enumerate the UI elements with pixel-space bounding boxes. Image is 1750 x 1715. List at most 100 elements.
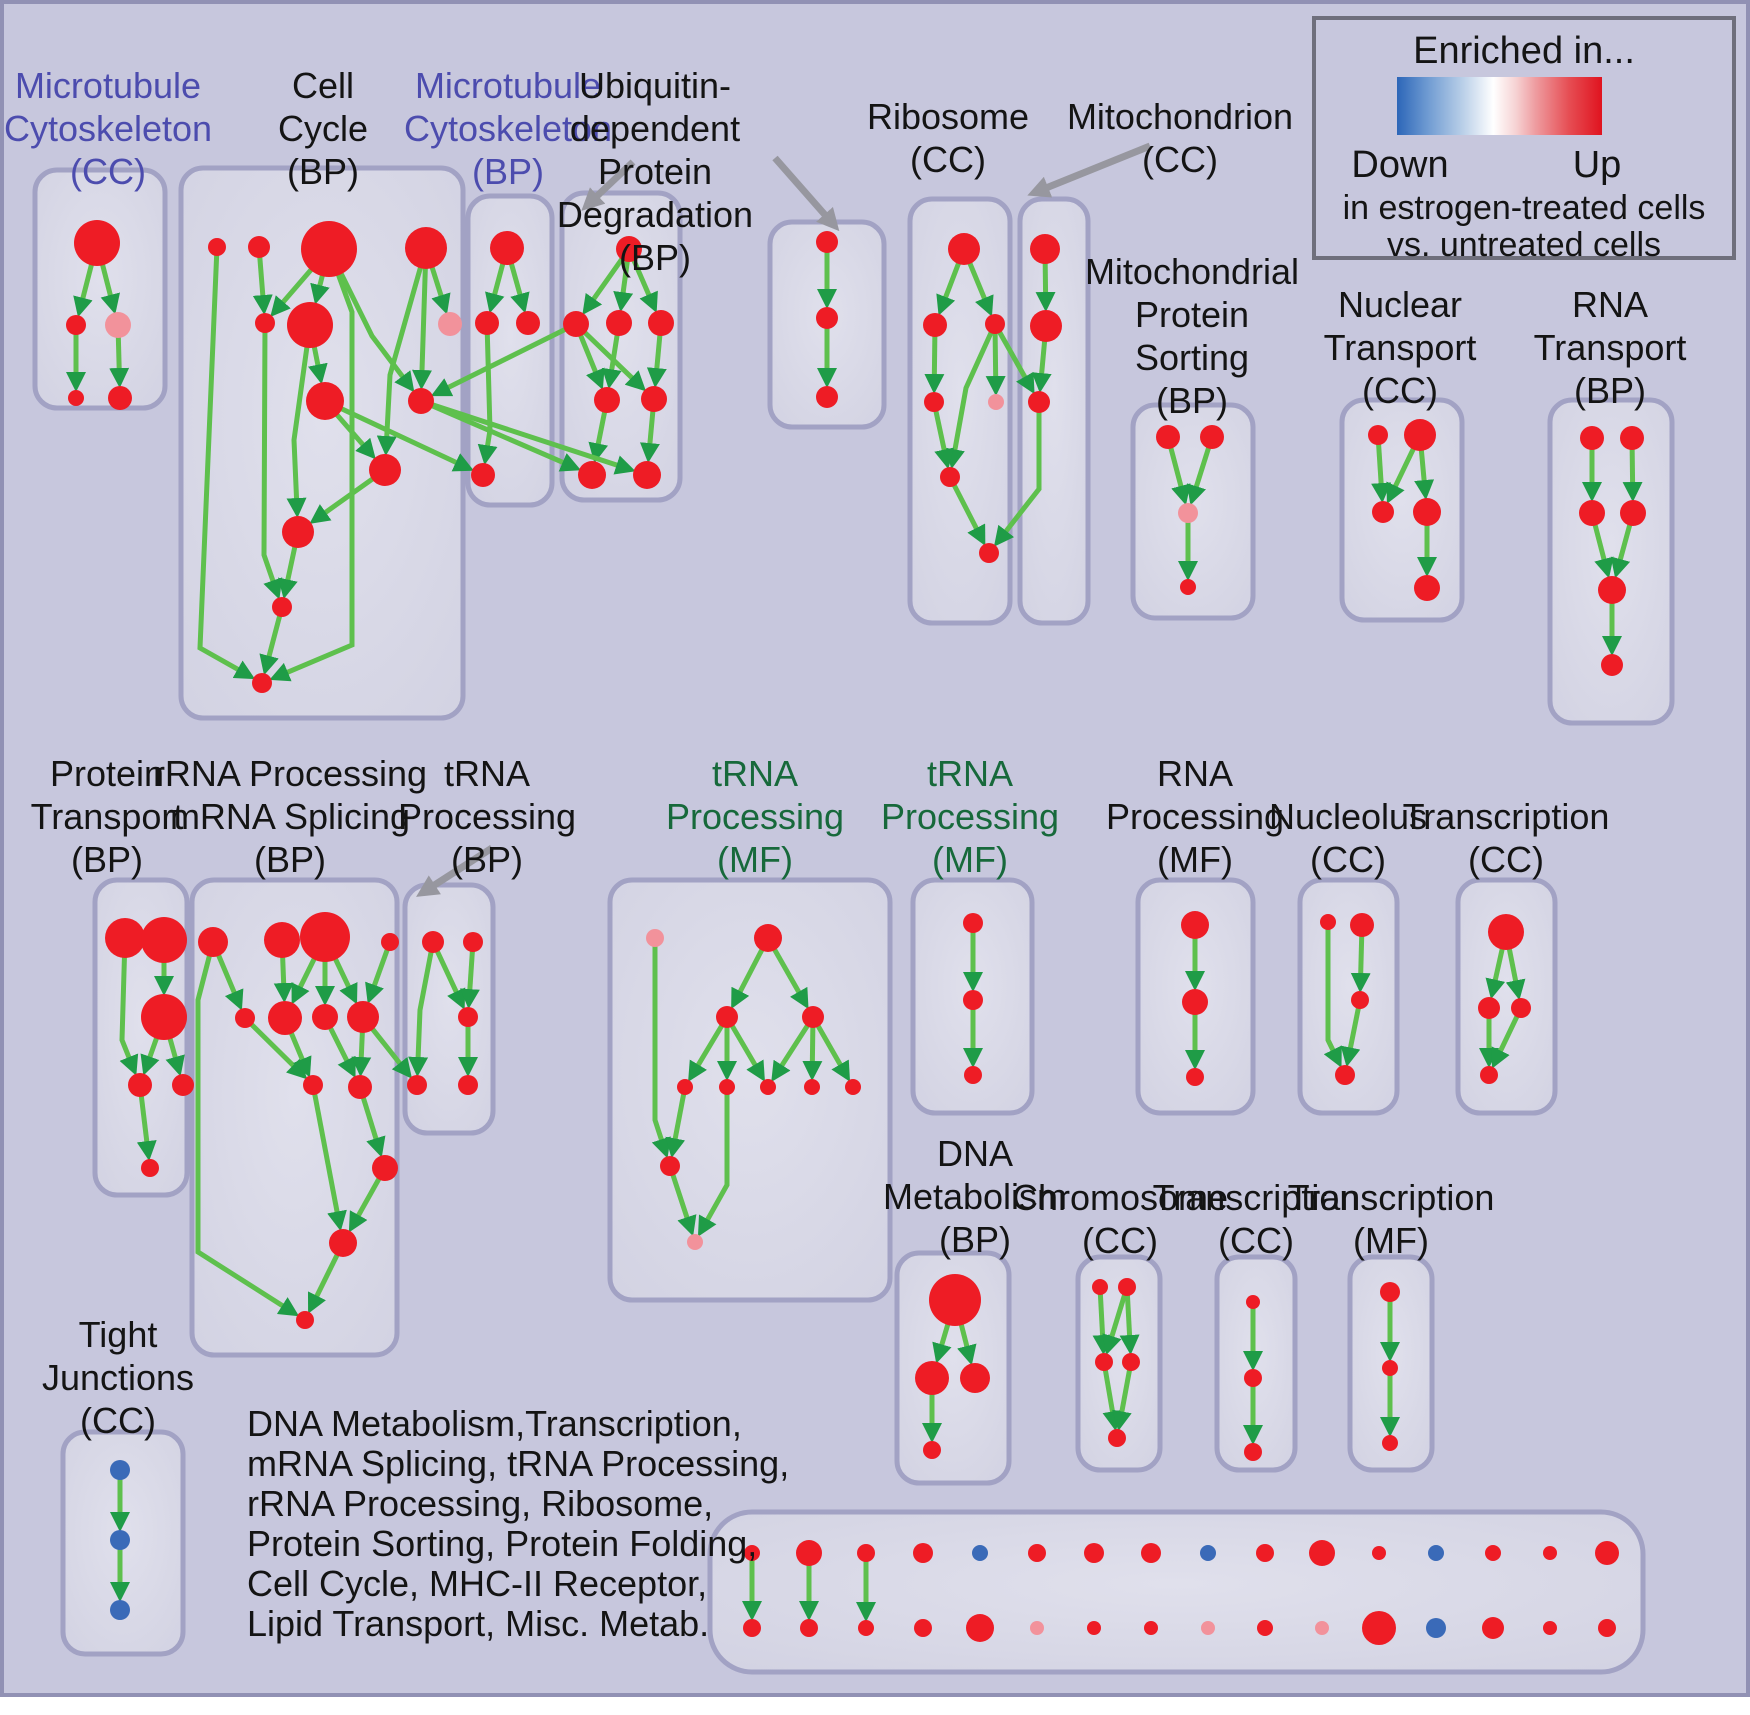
group-label-protein-transport-bp: Protein Transport (BP)	[30, 753, 184, 880]
edge-arrow	[574, 322, 647, 392]
label-ubiquitin-degradation-bp: Ubiquitin- dependent Protein Degradation…	[556, 65, 754, 278]
node-trna-processing-mf-right	[964, 1066, 982, 1084]
node-protein-transport-bp	[172, 1074, 194, 1096]
footer-note: DNA Metabolism,Transcription, mRNA Splic…	[247, 1403, 790, 1644]
node-ubiquitin-box-right	[816, 307, 838, 329]
node-cell-cycle-bp	[369, 454, 401, 486]
node-microtubule-cytoskeleton-cc	[74, 220, 120, 266]
node-misc-strip	[744, 1545, 760, 1561]
node-misc-strip	[1028, 1544, 1046, 1562]
node-misc-strip	[1543, 1546, 1557, 1560]
edge-arrow	[1323, 922, 1342, 1068]
node-trna-processing-mf-center	[754, 924, 782, 952]
node-rrna-processing-mrna-splicing-bp	[235, 1008, 255, 1028]
node-ribosome-cc	[924, 392, 944, 412]
node-trna-processing-mf-center	[716, 1006, 738, 1028]
node-rna-transport-bp	[1579, 500, 1605, 526]
node-misc-strip	[1543, 1621, 1557, 1635]
node-trna-processing-mf-center	[802, 1006, 824, 1028]
node-misc-strip	[1200, 1545, 1216, 1561]
group-label-nuclear-transport-cc: Nuclear Transport (CC)	[1323, 284, 1477, 411]
group-label-chromosome-cc: Chromosome (CC)	[1011, 1177, 1229, 1261]
node-misc-strip	[1144, 1621, 1158, 1635]
node-nuclear-transport-cc	[1372, 501, 1394, 523]
node-misc-strip	[914, 1619, 932, 1637]
node-ubiquitin-box-right	[816, 386, 838, 408]
node-tight-junctions-cc	[110, 1600, 130, 1620]
node-ubiquitin-box-left	[594, 387, 620, 413]
node-nuclear-transport-cc	[1404, 419, 1436, 451]
node-misc-strip	[857, 1544, 875, 1562]
group-label-transcription-mf: Transcription (MF)	[1287, 1177, 1495, 1261]
node-rrna-processing-mrna-splicing-bp	[296, 1311, 314, 1329]
node-ubiquitin-box-left	[578, 461, 606, 489]
edge-arrow	[430, 321, 578, 397]
node-microtubule-cytoskeleton-cc	[108, 386, 132, 410]
node-trna-processing-mf-center	[660, 1156, 680, 1176]
node-rrna-processing-mrna-splicing-bp	[347, 1001, 379, 1033]
group-label-ribosome-cc: Ribosome (CC)	[866, 96, 1030, 180]
legend-gradient-bar	[1397, 77, 1602, 135]
node-cell-cycle-bp	[306, 382, 344, 420]
label-trna-processing-bp: tRNA Processing (BP)	[397, 753, 577, 880]
node-trna-processing-mf-center	[646, 929, 664, 947]
node-dna-metabolism-bp	[960, 1363, 990, 1393]
node-rrna-processing-mrna-splicing-bp	[268, 1001, 302, 1035]
node-misc-strip	[1598, 1619, 1616, 1637]
edge-arrow	[993, 402, 1042, 547]
edge-arrow	[376, 247, 429, 457]
node-misc-strip	[1257, 1620, 1273, 1636]
node-rna-transport-bp	[1620, 426, 1644, 450]
node-ubiquitin-box-left	[641, 386, 667, 412]
node-chromosome-cc	[1118, 1278, 1136, 1296]
group-box-microtubule-cytoskeleton-cc	[32, 167, 168, 411]
node-nuclear-transport-cc	[1413, 498, 1441, 526]
node-mitochondrial-protein-sorting-bp	[1156, 425, 1180, 449]
node-trna-processing-bp-box	[422, 931, 444, 953]
node-dna-metabolism-bp	[923, 1441, 941, 1459]
label-callout-arrow	[416, 845, 494, 897]
legend-down-label: Down	[1351, 144, 1449, 186]
node-cell-cycle-bp	[405, 227, 447, 269]
node-trna-processing-mf-center	[677, 1079, 693, 1095]
node-misc-strip	[1315, 1621, 1329, 1635]
edge-arrow	[1092, 1286, 1113, 1356]
edge-arrow	[195, 941, 300, 1317]
node-ribosome-cc	[940, 467, 960, 487]
edge-arrow	[697, 1087, 730, 1237]
node-rrna-processing-mrna-splicing-bp	[300, 912, 350, 962]
edge-arrow	[243, 1016, 308, 1080]
node-transcription-mf	[1380, 1282, 1400, 1302]
node-protein-transport-bp	[141, 1159, 159, 1177]
node-chromosome-cc	[1108, 1429, 1126, 1447]
node-rna-transport-bp	[1580, 426, 1604, 450]
node-misc-strip	[966, 1614, 994, 1642]
node-ubiquitin-box-left	[633, 461, 661, 489]
label-callout-arrow	[581, 159, 636, 211]
node-rrna-processing-mrna-splicing-bp	[264, 922, 300, 958]
node-microtubule-cytoskeleton-bp	[490, 231, 524, 265]
node-cell-cycle-bp	[282, 516, 314, 548]
label-callout-arrow	[1027, 142, 1152, 198]
node-rrna-processing-mrna-splicing-bp	[303, 1075, 323, 1095]
node-misc-strip	[1256, 1544, 1274, 1562]
edge-arrow	[119, 937, 139, 1076]
group-box-nuclear-transport-cc	[1339, 397, 1465, 623]
node-misc-strip	[1362, 1611, 1396, 1645]
node-nucleolus-cc	[1320, 914, 1336, 930]
node-misc-strip	[972, 1545, 988, 1561]
node-misc-strip	[1595, 1541, 1619, 1565]
node-nucleolus-cc	[1351, 991, 1369, 1009]
node-misc-strip	[1201, 1621, 1215, 1635]
node-trna-processing-mf-center	[804, 1079, 820, 1095]
node-trna-processing-bp-box	[463, 932, 483, 952]
bottom-margin	[0, 1697, 1750, 1715]
edge-arrow	[420, 398, 636, 475]
edge-arrow	[310, 1084, 347, 1232]
node-dna-metabolism-bp	[929, 1274, 981, 1326]
node-misc-strip	[1030, 1621, 1044, 1635]
node-misc-strip	[743, 1619, 761, 1637]
node-transcription-cc-mid	[1488, 914, 1524, 950]
